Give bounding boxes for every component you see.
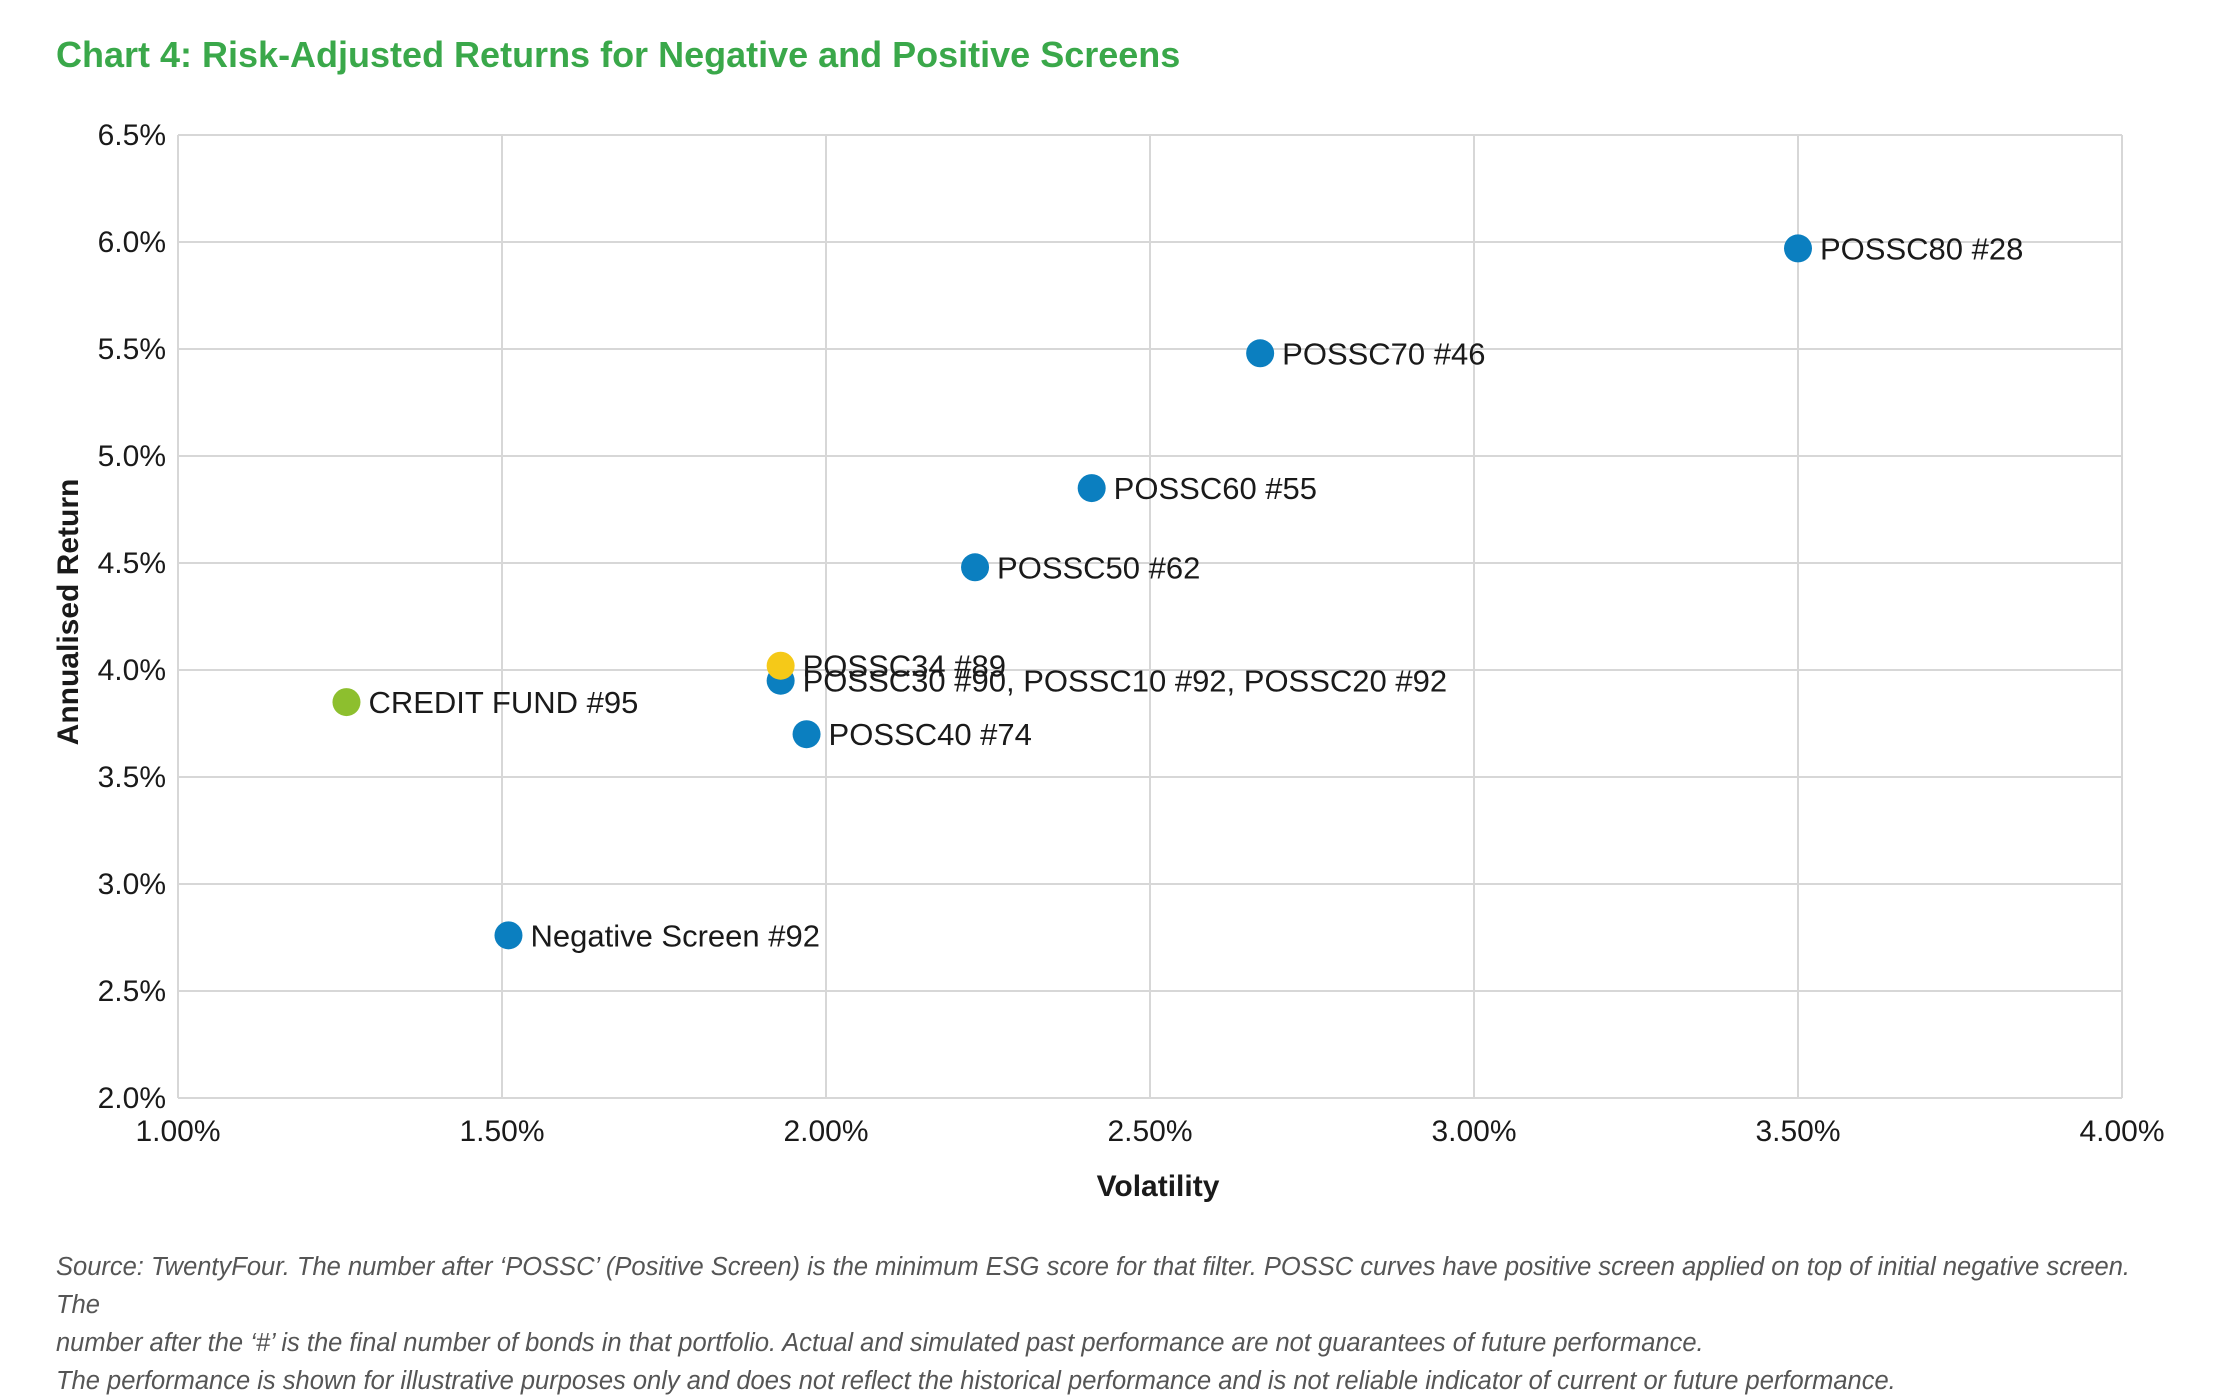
footnote-line-3: The performance is shown for illustrativ…: [56, 1367, 1896, 1395]
data-point-label: POSSC34 #89: [803, 649, 1006, 684]
y-tick-label: 2.0%: [98, 1082, 166, 1115]
y-tick-label: 5.5%: [98, 333, 166, 366]
data-point-marker: [792, 720, 821, 749]
data-point-label: CREDIT FUND #95: [368, 685, 638, 720]
y-tick-label: 3.0%: [98, 868, 166, 901]
chart-title: Chart 4: Risk-Adjusted Returns for Negat…: [56, 34, 1181, 75]
y-tick-label: 3.5%: [98, 761, 166, 794]
y-tick-label: 6.0%: [98, 226, 166, 259]
x-tick-label: 2.00%: [783, 1115, 868, 1148]
data-point-marker: [1784, 234, 1812, 263]
data-point-label: POSSC50 #62: [997, 550, 1200, 585]
data-point-marker: [332, 688, 361, 717]
data-point-label: POSSC80 #28: [1820, 231, 2023, 266]
data-point-label: POSSC30 #90, POSSC10 #92, POSSC20 #92: [803, 664, 1448, 699]
x-tick-label: 1.00%: [135, 1115, 220, 1148]
footnote-line-1: Source: TwentyFour. The number after ‘PO…: [56, 1253, 2130, 1319]
axis-ticks: 2.0% 2.5% 3.0% 3.5% 4.0% 4.5% 5.0% 5.5% 6.0% 6.5%…: [98, 119, 2165, 1148]
y-tick-label: 2.5%: [98, 975, 166, 1008]
x-tick-label: 2.50%: [1107, 1115, 1192, 1148]
x-tick-label: 3.00%: [1431, 1115, 1516, 1148]
y-tick-label: 4.5%: [98, 547, 166, 580]
data-point-label: POSSC60 #55: [1114, 471, 1317, 506]
data-point-marker: [961, 553, 990, 582]
data-point-marker: [494, 921, 523, 950]
footnote: Source: TwentyFour. The number after ‘PO…: [56, 1248, 2176, 1400]
scatter-chart: 2.0% 2.5% 3.0% 3.5% 4.0% 4.5% 5.0% 5.5% 6.0% 6.5%…: [52, 119, 2165, 1203]
footnote-line-2: number after the ‘#’ is the final number…: [56, 1329, 1704, 1357]
x-tick-label: 1.50%: [459, 1115, 544, 1148]
data-point-label: POSSC70 #46: [1282, 336, 1485, 371]
data-point-marker: [1077, 474, 1106, 503]
y-tick-label: 6.5%: [98, 119, 166, 152]
gridlines: [177, 134, 2123, 1099]
data-point-label: Negative Screen #92: [530, 918, 820, 953]
y-tick-label: 5.0%: [98, 440, 166, 473]
y-axis-title: Annualised Return: [52, 479, 85, 746]
y-tick-label: 4.0%: [98, 654, 166, 687]
x-tick-label: 4.00%: [2079, 1115, 2164, 1148]
data-point-label: POSSC40 #74: [829, 717, 1032, 752]
data-point-marker: [1246, 339, 1275, 368]
x-tick-label: 3.50%: [1755, 1115, 1840, 1148]
data-point-marker: [766, 651, 795, 680]
data-points: POSSC80 #28 POSSC70 #46 POSSC60 #55 POSSC50…: [332, 231, 2023, 953]
x-axis-title: Volatility: [1097, 1170, 1220, 1203]
